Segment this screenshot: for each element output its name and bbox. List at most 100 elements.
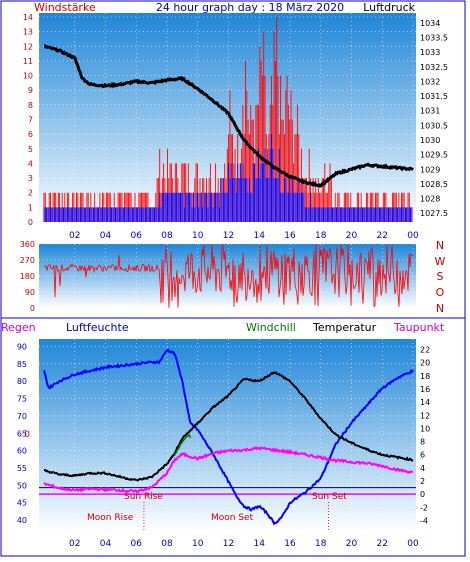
sun-rise-label: Sun Rise [124,492,163,502]
compass-label: W [435,255,446,268]
wind-average-series [43,134,413,222]
humidity-axis: 40 45 50 55 60 65 70 75 80 85 90 [17,342,27,525]
temperature-axis: -4 -2 0 2 4 6 8 10 12 14 16 18 20 22 [420,346,430,526]
pressure-tick: 1032.5 [420,63,448,72]
humidity-tick: 75 [17,395,27,404]
temperature-tick: 20 [420,359,430,368]
time-tick-label: 16 [284,539,296,549]
temperature-tick: -4 [420,516,428,525]
time-tick-label: 14 [254,231,266,241]
humidity-tick: 65 [17,429,27,438]
temperature-tick: 16 [420,385,430,394]
wind-speed-title: Windstärke [34,1,96,14]
time-tick-label: 06 [131,231,143,241]
wind-speed-tick: 4 [28,159,33,168]
temperature-tick: 18 [420,372,430,381]
time-tick-label: 20 [346,231,358,241]
pressure-tick: 1030.5 [420,121,448,130]
temperature-tick: 14 [420,398,430,407]
wind-speed-tick: 6 [28,130,33,139]
time-tick-label: 00 [407,231,419,241]
temperature-tick: 22 [420,346,430,355]
time-tick-label: 20 [346,539,358,549]
pressure-tick: 1029 [420,165,440,174]
pressure-tick: 1027.5 [420,209,448,218]
pressure-tick: 1029.5 [420,151,448,160]
time-tick-label: 12 [223,539,234,549]
dewpoint-line [43,446,414,494]
humidity-label: Luftfeuchte [66,321,129,334]
wind-speed-tick: 13 [23,28,33,37]
rain-label: Regen [1,321,36,334]
time-axis-bottom: 02 04 06 08 10 12 14 16 18 20 22 00 [69,539,419,549]
wind-speed-tick: 8 [28,101,33,110]
temperature-series [43,371,414,482]
wind-speed-tick: 3 [28,174,33,183]
wind-speed-tick: 7 [28,116,33,125]
windchill-line [174,433,192,456]
time-tick-label: 04 [100,539,112,549]
time-tick-label: 22 [377,231,388,241]
time-tick-label: 08 [161,539,173,549]
moon-rise-label: Moon Rise [87,513,134,523]
humidity-line [43,348,414,526]
wind-direction-tick: 90 [25,288,35,297]
humidity-tick: 45 [17,499,27,508]
humidity-tick: 85 [17,360,27,369]
wind-direction-tick: 270 [20,256,35,265]
wind-direction-line [43,243,414,308]
compass-label: O [436,286,445,299]
humidity-tick: 80 [17,377,27,386]
windchill-label: Windchill [246,321,296,334]
wind-speed-tick: 2 [28,189,33,198]
time-tick-label: 14 [254,539,266,549]
dewpoint-label: Taupunkt [393,321,445,334]
pressure-tick: 1028 [420,195,440,204]
humidity-tick: 40 [17,516,27,525]
pressure-tick: 1033 [420,48,440,57]
pressure-tick: 1028.5 [420,180,448,189]
dewpoint-series [43,446,414,494]
wind-direction-tick: 180 [20,272,35,281]
temperature-tick: 8 [420,438,425,447]
compass-label: N [436,302,444,315]
sun-set-label: Sun Set [312,492,347,502]
humidity-tick: 55 [17,464,27,473]
compass-label: N [436,239,444,252]
wind-speed-tick: 1 [28,203,33,212]
climate-panel [39,339,416,532]
pressure-tick: 1034 [420,19,440,28]
temperature-tick: 12 [420,411,430,420]
temperature-tick: 6 [420,451,425,460]
humidity-tick: 70 [17,412,27,421]
wind-speed-tick: 14 [23,13,33,22]
pressure-tick: 1030 [420,136,440,145]
time-tick-label: 08 [161,231,173,241]
time-tick-label: 16 [284,231,296,241]
wind-average-bars [43,134,413,222]
wind-direction-tick: 360 [20,240,35,249]
temperature-tick: 4 [420,464,425,473]
wind-direction-axis: 0 90 180 270 360 [20,240,35,313]
moon-set-label: Moon Set [211,513,254,523]
compass-label: S [437,270,444,283]
time-tick-label: 04 [100,231,112,241]
pressure-tick: 1033.5 [420,34,448,43]
wind-speed-tick: 0 [28,218,33,227]
temperature-label: Temperatur [312,321,377,334]
wind-speed-tick: 11 [23,57,33,66]
humidity-tick: 50 [17,481,27,490]
time-tick-label: 10 [192,539,204,549]
pressure-title: Luftdruck [363,1,415,14]
pressure-tick: 1031.5 [420,92,448,101]
temperature-tick: 0 [420,490,425,499]
pressure-line [43,44,414,189]
temperature-tick: 10 [420,424,430,433]
humidity-tick: 60 [17,447,27,456]
pressure-axis: 1027.5 1028 1028.5 1029 1029.5 1030 1030.5 1031… [420,19,448,218]
